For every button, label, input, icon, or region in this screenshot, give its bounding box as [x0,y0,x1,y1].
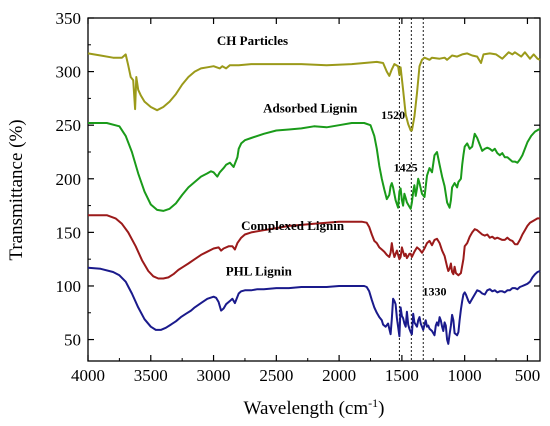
series-labels: CH Particles Adsorbed Lignin Complexed Lig… [217,33,358,278]
x-tick-label: 1500 [385,366,419,385]
series-line-ch-particles [87,51,541,132]
y-tick-label: 200 [56,170,82,189]
x-tick-label: 3000 [197,366,231,385]
y-tick-label: 350 [56,9,82,28]
x-tick-label: 2500 [259,366,293,385]
y-tick-label: 50 [64,331,81,350]
y-axis-title: Transmittance (%) [6,119,27,260]
x-tick-label: 4000 [71,366,105,385]
series-label-ch-particles: CH Particles [217,33,288,48]
x-tick-label: 500 [515,366,541,385]
annotation-1425: 1425 [394,160,418,174]
series-label-phl-lignin: PHL Lignin [226,263,293,278]
series-line-complexed-lignin [88,214,540,280]
x-axis-title-main: Wavelength (cm [244,398,369,419]
y-tick-label: 100 [56,277,82,296]
x-axis-title: Wavelength (cm-1) [244,396,385,419]
x-axis-title-sup: -1 [368,396,378,410]
x-tick-label: 3500 [134,366,168,385]
series-line-adsorbed-lignin [88,122,540,212]
annotation-1330: 1330 [423,285,447,299]
series-lines [87,51,541,345]
series-line-phl-lignin [87,266,541,345]
series-label-adsorbed-lignin: Adsorbed Lignin [263,100,358,115]
x-axis-title-tail: ) [378,398,384,419]
x-tick-label: 1000 [448,366,482,385]
series-label-complexed-lignin: Complexed Lignin [241,218,345,233]
x-tick-label: 2000 [322,366,356,385]
plot-frame [87,17,541,362]
y-tick-label: 250 [56,116,82,135]
annotation-1520: 1520 [381,108,405,122]
annotations: 1520 1425 1330 [381,108,446,299]
axes: 4000 3500 3000 2500 2000 1500 1000 500 50 100 150 2… [56,9,541,385]
y-tick-label: 150 [56,223,82,242]
y-tick-label: 300 [56,63,82,82]
